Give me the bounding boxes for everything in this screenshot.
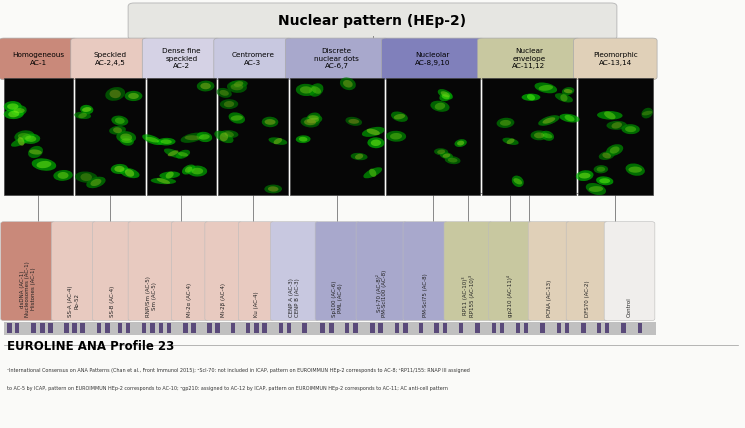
Bar [142, 323, 146, 333]
FancyBboxPatch shape [270, 222, 319, 321]
Bar [557, 323, 561, 333]
Ellipse shape [394, 114, 405, 119]
Ellipse shape [200, 83, 211, 89]
Bar [262, 323, 267, 333]
Text: DFS70 (AC-2): DFS70 (AC-2) [585, 280, 589, 317]
Ellipse shape [596, 176, 613, 185]
Text: Nuclear pattern (HEp-2): Nuclear pattern (HEp-2) [279, 15, 466, 28]
Ellipse shape [435, 103, 446, 110]
Ellipse shape [21, 134, 40, 144]
Bar [290, 78, 384, 195]
Bar [370, 323, 375, 333]
Ellipse shape [626, 163, 645, 176]
Ellipse shape [441, 91, 450, 97]
Ellipse shape [513, 178, 522, 184]
Bar [167, 323, 171, 333]
Ellipse shape [442, 94, 450, 99]
Ellipse shape [178, 152, 188, 157]
Ellipse shape [440, 152, 453, 159]
Ellipse shape [74, 112, 91, 119]
Ellipse shape [7, 104, 19, 110]
Ellipse shape [562, 87, 574, 95]
Ellipse shape [220, 130, 238, 138]
Bar [516, 323, 520, 333]
Bar [31, 323, 36, 333]
Text: Homogeneous
AC-1: Homogeneous AC-1 [13, 52, 64, 65]
Ellipse shape [364, 167, 382, 178]
Bar [4, 322, 656, 335]
Bar [597, 323, 601, 333]
Text: Scl-70 (AC-8)²
PM-Scl100 (AC-8): Scl-70 (AC-8)² PM-Scl100 (AC-8) [375, 270, 387, 317]
Bar [105, 323, 110, 333]
Text: ¹International Consensus on ANA Patterns (Chan et al., Front Immunol 2015); ²Scl: ¹International Consensus on ANA Patterns… [7, 368, 470, 373]
Ellipse shape [391, 111, 408, 122]
Ellipse shape [355, 154, 364, 159]
Ellipse shape [454, 139, 467, 147]
Ellipse shape [603, 153, 611, 158]
Ellipse shape [168, 150, 179, 156]
Ellipse shape [142, 134, 162, 145]
Bar [231, 323, 235, 333]
Ellipse shape [37, 161, 51, 168]
Text: Ku (AC-4): Ku (AC-4) [254, 291, 259, 317]
FancyBboxPatch shape [528, 222, 570, 321]
FancyBboxPatch shape [403, 222, 448, 321]
Ellipse shape [543, 133, 552, 138]
Ellipse shape [165, 172, 174, 178]
Bar [126, 323, 130, 333]
Text: dsDNA (AC-1)
Nucleosomes (AC-1)
Histones (AC-1): dsDNA (AC-1) Nucleosomes (AC-1) Histones… [19, 261, 37, 317]
Ellipse shape [564, 89, 572, 93]
Ellipse shape [264, 119, 276, 125]
Bar [15, 323, 19, 333]
Ellipse shape [440, 92, 452, 101]
Bar [345, 323, 349, 333]
Ellipse shape [296, 84, 317, 96]
Ellipse shape [220, 133, 228, 141]
Ellipse shape [120, 134, 132, 141]
Ellipse shape [264, 184, 282, 193]
Bar [443, 323, 447, 333]
Text: SS-B (AC-4): SS-B (AC-4) [110, 285, 115, 317]
Bar [207, 323, 212, 333]
Ellipse shape [150, 178, 176, 184]
Text: Speckled
AC-2,4,5: Speckled AC-2,4,5 [93, 52, 127, 65]
Ellipse shape [105, 87, 125, 101]
Text: Dense fine
speckled
AC-2: Dense fine speckled AC-2 [162, 48, 200, 69]
Ellipse shape [457, 141, 464, 146]
Ellipse shape [268, 137, 287, 145]
Ellipse shape [128, 93, 139, 99]
Ellipse shape [115, 118, 124, 124]
Bar [500, 323, 504, 333]
Bar [386, 78, 480, 195]
Ellipse shape [539, 85, 553, 91]
Ellipse shape [111, 164, 128, 174]
FancyBboxPatch shape [489, 222, 532, 321]
Ellipse shape [125, 169, 134, 177]
Ellipse shape [438, 89, 453, 99]
Ellipse shape [220, 90, 229, 96]
Bar [524, 323, 528, 333]
Ellipse shape [300, 86, 312, 94]
Ellipse shape [261, 117, 279, 127]
Ellipse shape [197, 80, 215, 92]
Text: Discrete
nuclear dots
AC-6,7: Discrete nuclear dots AC-6,7 [314, 48, 359, 69]
FancyBboxPatch shape [444, 222, 492, 321]
Ellipse shape [609, 146, 620, 154]
Ellipse shape [90, 179, 101, 186]
FancyBboxPatch shape [381, 38, 484, 80]
Ellipse shape [29, 149, 42, 155]
Ellipse shape [560, 94, 568, 101]
Ellipse shape [642, 111, 653, 116]
Ellipse shape [14, 131, 34, 143]
Ellipse shape [217, 88, 232, 98]
Ellipse shape [530, 131, 548, 140]
Bar [353, 323, 358, 333]
Bar [638, 323, 642, 333]
Bar [218, 78, 288, 195]
Ellipse shape [25, 136, 37, 142]
Ellipse shape [625, 126, 636, 132]
FancyBboxPatch shape [92, 222, 132, 321]
FancyBboxPatch shape [566, 222, 608, 321]
Ellipse shape [534, 132, 545, 138]
Ellipse shape [604, 111, 615, 119]
